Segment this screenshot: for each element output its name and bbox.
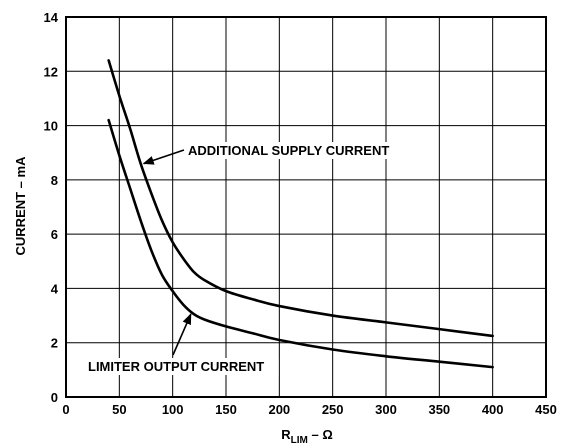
x-tick-label: 400 xyxy=(482,402,504,417)
annotation-limiter-output-current: LIMITER OUTPUT CURRENT xyxy=(88,359,264,374)
y-tick-label: 12 xyxy=(44,64,58,79)
y-tick-label: 10 xyxy=(44,119,58,134)
x-tick-label: 350 xyxy=(428,402,450,417)
x-tick-label: 450 xyxy=(535,402,557,417)
x-tick-label: 300 xyxy=(375,402,397,417)
y-tick-labels: 0 2 4 6 8 10 12 14 xyxy=(44,10,59,405)
y-axis-label: CURRENT – mA xyxy=(13,156,28,256)
y-tick-label: 2 xyxy=(51,336,58,351)
annotation-arrow-supply xyxy=(142,149,185,165)
x-tick-label: 100 xyxy=(162,402,184,417)
x-tick-label: 200 xyxy=(268,402,290,417)
plot-frame xyxy=(65,16,547,398)
x-tick-labels: 0 50 100 150 200 250 300 350 400 450 xyxy=(62,402,556,417)
x-tick-label: 150 xyxy=(215,402,237,417)
y-tick-label: 8 xyxy=(51,173,58,188)
series-line-limiter-output-current xyxy=(107,118,494,369)
y-tick-label: 6 xyxy=(51,227,58,242)
annotations: ADDITIONAL SUPPLY CURRENT LIMITER OUTPUT … xyxy=(85,142,405,375)
y-tick-label: 4 xyxy=(51,281,59,296)
series-lines xyxy=(107,59,494,369)
y-tick-label: 0 xyxy=(51,390,58,405)
series-line-additional-supply-current xyxy=(107,59,494,338)
annotation-additional-supply-current: ADDITIONAL SUPPLY CURRENT xyxy=(188,143,389,158)
annotation-arrow-limiter xyxy=(172,313,192,356)
x-tick-label: 250 xyxy=(322,402,344,417)
annotation-background xyxy=(85,358,279,375)
grid-lines xyxy=(65,16,547,398)
x-axis-label-unit: – Ω xyxy=(308,427,333,442)
x-tick-label: 0 xyxy=(62,402,69,417)
x-tick-label: 50 xyxy=(112,402,126,417)
annotation-background xyxy=(185,142,405,159)
x-axis-label-main: R xyxy=(281,427,291,442)
x-axis-label-subscript: LIM xyxy=(291,435,308,444)
y-tick-label: 14 xyxy=(44,10,59,25)
x-axis-label: RLIM – Ω xyxy=(281,427,333,444)
